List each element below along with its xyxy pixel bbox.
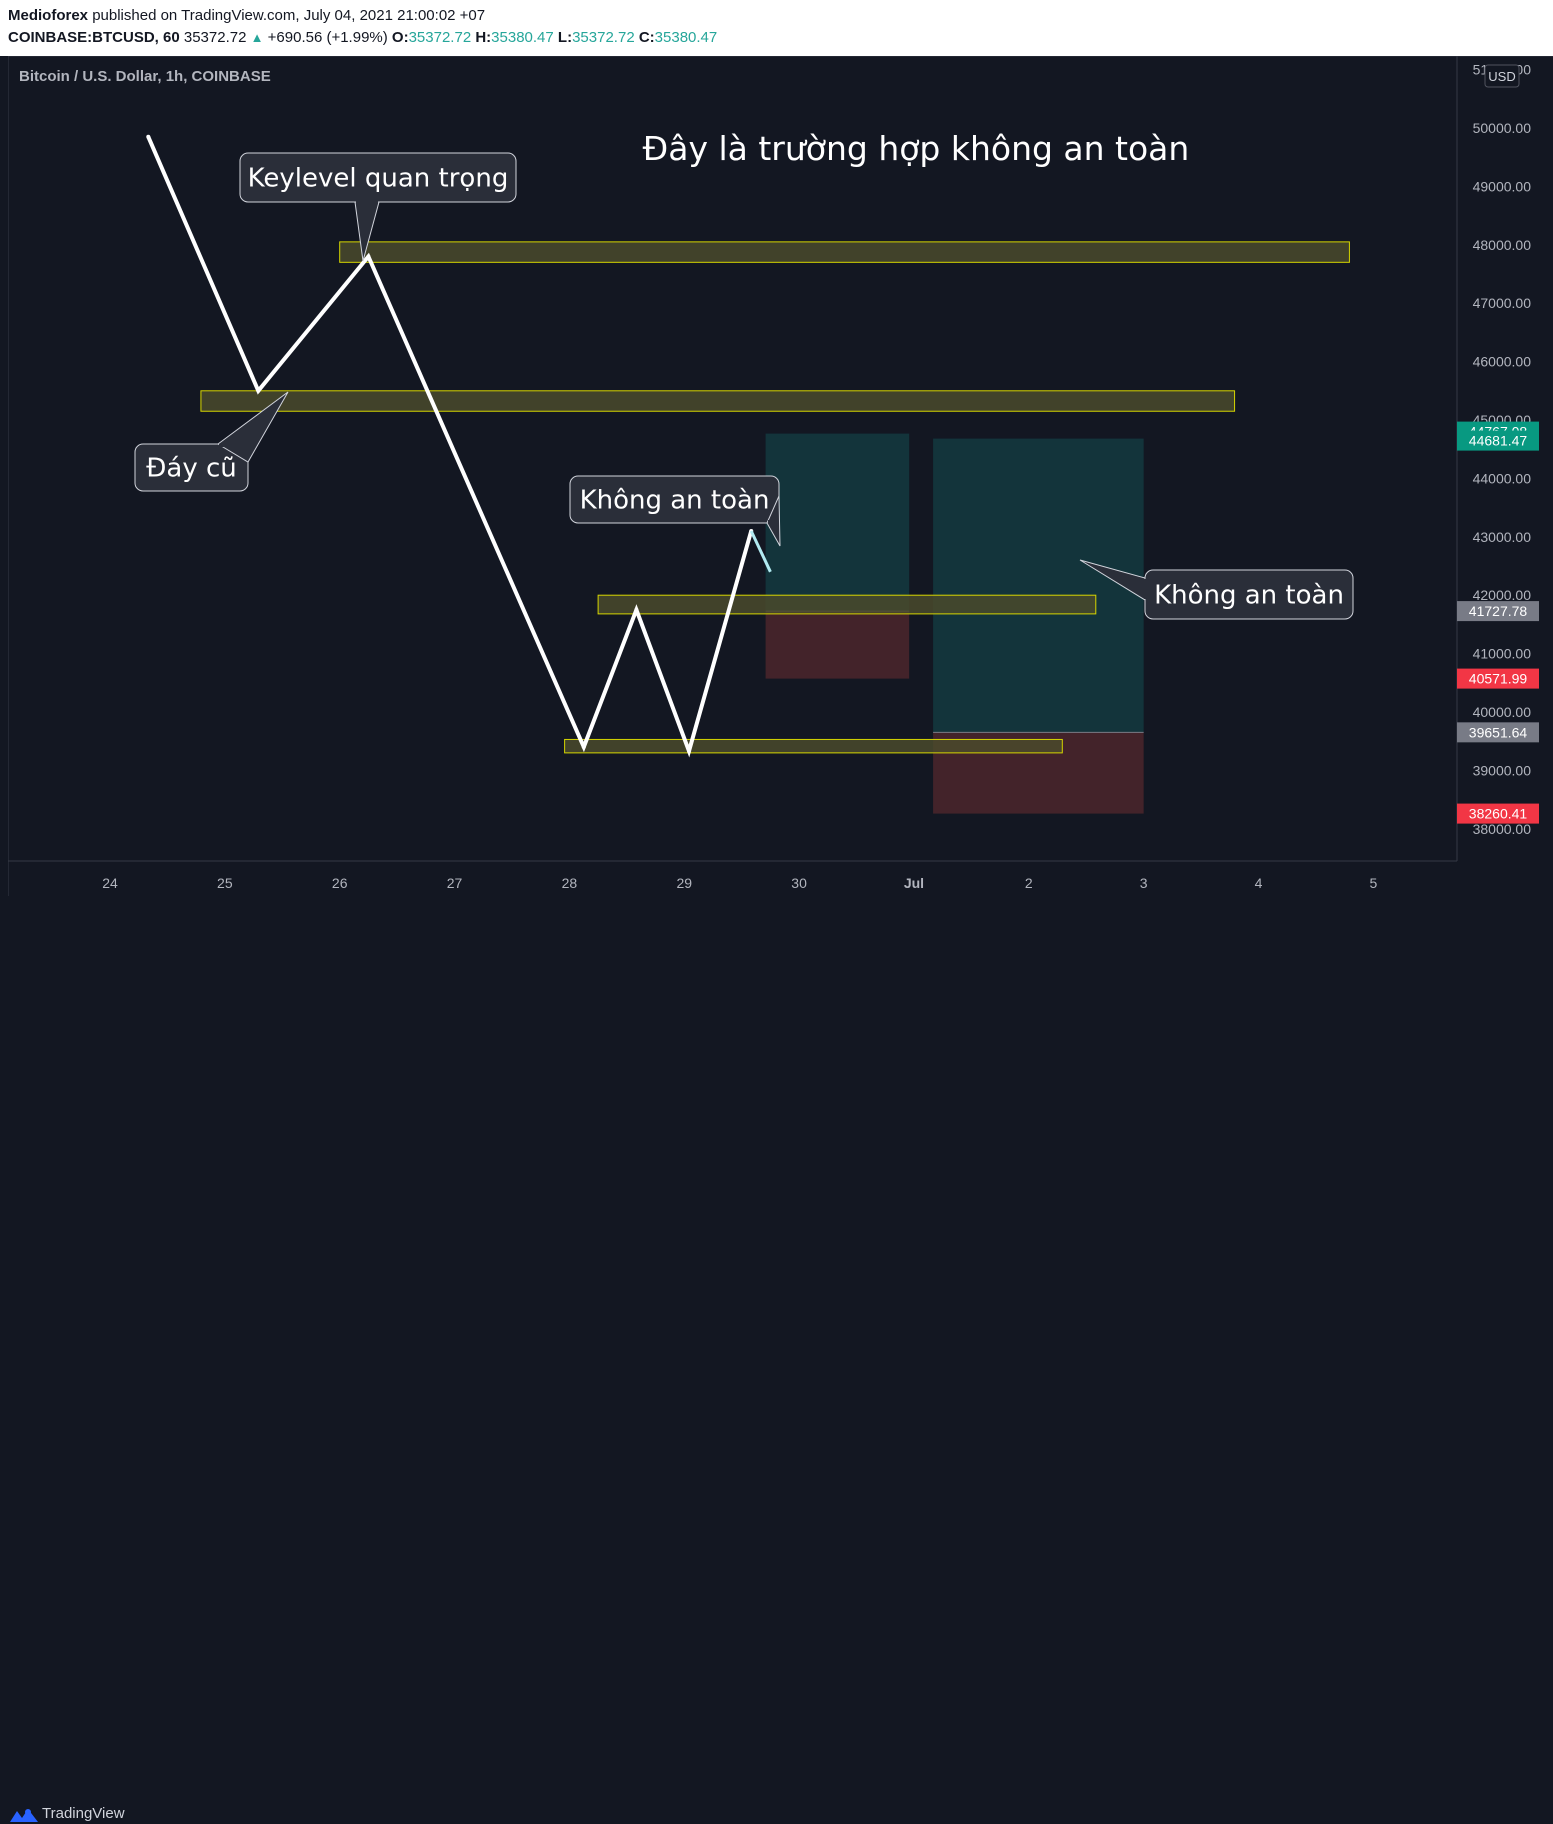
position-target-zone-1 — [765, 433, 910, 612]
price-path-tail — [749, 530, 772, 573]
time-tick-6: 29 — [676, 875, 692, 891]
publish-info: Medioforex published on TradingView.com,… — [8, 7, 485, 24]
callout-seam-4 — [1144, 579, 1147, 599]
price-tick-7: 44000.00 — [1473, 470, 1532, 486]
price-tick-9: 46000.00 — [1473, 354, 1532, 370]
price-tick-13: 50000.00 — [1473, 120, 1532, 136]
callout-text-2: Đáy cũ — [146, 454, 237, 484]
currency-badge — [1484, 64, 1520, 88]
callout-seam-1 — [356, 200, 378, 203]
price-tick-11: 48000.00 — [1473, 237, 1532, 253]
high-value: 35380.47 — [491, 29, 554, 46]
callout-text-3: Không an toàn — [580, 486, 770, 516]
price-label-bg-6 — [1457, 803, 1539, 824]
price-tick-6: 43000.00 — [1473, 529, 1532, 545]
time-tick-2: 25 — [217, 875, 233, 891]
price-path-point-1 — [146, 134, 151, 139]
high-label: H: — [475, 29, 492, 46]
close-value: 35380.47 — [654, 29, 718, 46]
price-label-3: 41727.78 — [1469, 603, 1528, 619]
currency-badge-text: USD — [1488, 69, 1515, 84]
time-tick-12: 5 — [1369, 875, 1377, 891]
time-tick-5: 28 — [562, 875, 578, 891]
position-stop-zone-1 — [765, 611, 910, 679]
price-tick-12: 49000.00 — [1473, 178, 1532, 194]
time-tick-10: 3 — [1140, 875, 1148, 891]
time-tick-8: Jul — [904, 875, 924, 891]
time-tick-1: 24 — [102, 875, 118, 891]
close-label: C: — [638, 29, 655, 46]
price-path-point-3 — [366, 254, 371, 259]
author-name[interactable]: Medioforex — [8, 7, 89, 24]
callout-4: Không an toàn — [1079, 559, 1354, 620]
time-tick-11: 4 — [1255, 875, 1263, 891]
price-label-5: 39651.64 — [1469, 724, 1528, 740]
chart-title: Đây là trường hợp không an toàn — [643, 129, 1190, 168]
tradingview-logo-icon[interactable] — [8, 1806, 40, 1824]
up-arrow-icon: ▲ — [250, 30, 264, 45]
publish-header: Medioforex published on TradingView.com,… — [0, 0, 1553, 56]
key-level-zone-3 — [597, 594, 1097, 615]
callout-1: Keylevel quan trọng — [239, 152, 517, 262]
tradingview-brand[interactable]: TradingView — [42, 1805, 125, 1822]
ohlc-line: COINBASE:BTCUSD, 60 35372.72 ▲ +690.56 (… — [8, 29, 717, 46]
callout-seam-3 — [768, 520, 778, 523]
price-path-point-4 — [581, 745, 586, 750]
callout-text-4: Không an toàn — [1154, 581, 1344, 611]
chart-svg[interactable]: Keylevel quan trọng Đáy cũ Không an toàn Kh… — [8, 56, 1553, 896]
price-path-point-5 — [634, 607, 639, 612]
price-label-2: 44681.47 — [1469, 433, 1528, 449]
key-level-zone-1 — [339, 241, 1350, 263]
time-tick-7: 30 — [791, 875, 807, 891]
price-label-bg-4 — [1457, 668, 1539, 689]
open-label: O: — [391, 29, 409, 46]
key-level-zone-4 — [564, 738, 1063, 754]
price-tick-2: 39000.00 — [1473, 762, 1532, 778]
price-tick-4: 41000.00 — [1473, 646, 1532, 662]
time-tick-4: 27 — [447, 875, 463, 891]
price-label-6: 38260.41 — [1469, 806, 1528, 822]
symbol-label: COINBASE:BTCUSD, 60 — [8, 29, 180, 46]
callout-seam-2 — [219, 444, 247, 447]
low-label: L: — [557, 29, 573, 46]
callout-box-2 — [134, 443, 249, 492]
callout-text-1: Keylevel quan trọng — [248, 164, 509, 194]
price-tick-10: 47000.00 — [1473, 295, 1532, 311]
price-tick-5: 42000.00 — [1473, 587, 1532, 603]
publish-date: published on TradingView.com, July 04, 2… — [92, 7, 486, 24]
callout-3: Không an toàn — [569, 475, 781, 547]
price-change: +690.56 (+1.99%) — [267, 29, 388, 46]
price-label-bg-3 — [1457, 601, 1539, 622]
footer: TradingView — [0, 896, 1553, 1822]
price-tick-3: 40000.00 — [1473, 704, 1532, 720]
chart-area[interactable]: Keylevel quan trọng Đáy cũ Không an toàn Kh… — [8, 56, 1553, 896]
key-level-zone-2 — [200, 390, 1236, 412]
open-value: 35372.72 — [408, 29, 472, 46]
price-label-bg-2 — [1457, 430, 1539, 451]
last-price: 35372.72 — [183, 29, 247, 46]
price-label-4: 40571.99 — [1469, 671, 1528, 687]
position-target-zone-2 — [933, 438, 1144, 733]
price-path-point-2 — [256, 388, 261, 393]
low-value: 35372.72 — [572, 29, 635, 46]
series-label: Bitcoin / U.S. Dollar, 1h, COINBASE — [19, 68, 271, 85]
callout-2: Đáy cũ — [134, 391, 289, 492]
time-tick-9: 2 — [1025, 875, 1033, 891]
price-tick-1: 38000.00 — [1473, 821, 1532, 837]
price-path-point-6 — [687, 749, 692, 754]
time-tick-3: 26 — [332, 875, 348, 891]
price-label-bg-5 — [1457, 722, 1539, 743]
